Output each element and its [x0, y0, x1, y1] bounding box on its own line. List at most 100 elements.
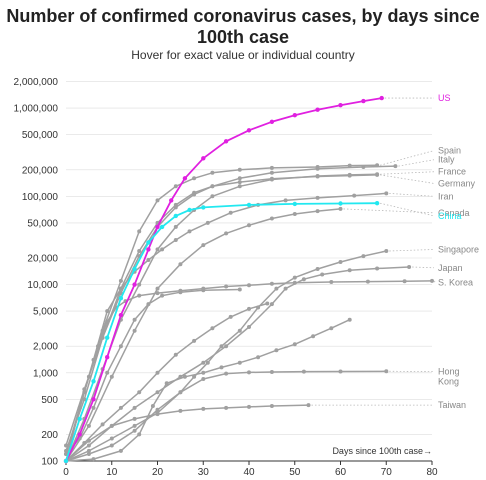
- data-point-unlabeled[interactable]: [137, 432, 142, 437]
- data-point-japan[interactable]: [283, 286, 288, 291]
- data-point-us[interactable]: [361, 98, 366, 104]
- data-point-taiwan[interactable]: [269, 404, 274, 408]
- data-point-s-korea[interactable]: [430, 278, 434, 283]
- data-point-canada[interactable]: [315, 209, 320, 214]
- data-point-singapore[interactable]: [384, 249, 389, 253]
- series-unlabeled[interactable]: [64, 317, 352, 463]
- data-point-china[interactable]: [292, 201, 297, 207]
- data-point-china[interactable]: [118, 296, 124, 301]
- data-point-hong-kong[interactable]: [86, 452, 91, 456]
- data-point-unlabeled[interactable]: [210, 326, 215, 331]
- data-point-singapore[interactable]: [192, 374, 197, 379]
- data-point-singapore[interactable]: [205, 360, 210, 365]
- data-point-hong-kong[interactable]: [301, 369, 306, 374]
- series-singapore[interactable]: [64, 249, 389, 463]
- data-point-iran[interactable]: [146, 258, 151, 262]
- data-point-canada[interactable]: [201, 243, 206, 248]
- data-point-unlabeled[interactable]: [137, 390, 142, 395]
- data-point-china[interactable]: [246, 202, 252, 208]
- data-point-us[interactable]: [169, 198, 174, 203]
- data-point-us[interactable]: [91, 397, 96, 402]
- data-point-canada[interactable]: [269, 216, 274, 221]
- series-line-china[interactable]: [65, 202, 378, 462]
- data-point-singapore[interactable]: [132, 423, 137, 428]
- data-point-spain[interactable]: [347, 163, 352, 168]
- data-point-us[interactable]: [182, 176, 188, 181]
- data-point-iran[interactable]: [187, 229, 192, 234]
- series-taiwan[interactable]: [64, 403, 311, 463]
- data-point-s-korea[interactable]: [155, 291, 160, 296]
- data-point-us[interactable]: [292, 113, 297, 118]
- data-point-unlabeled[interactable]: [192, 338, 197, 343]
- data-point-france[interactable]: [155, 247, 160, 252]
- series-us[interactable]: [63, 95, 384, 464]
- data-point-germany[interactable]: [192, 190, 197, 195]
- series-line-germany[interactable]: [65, 174, 378, 452]
- data-point-germany[interactable]: [210, 184, 215, 189]
- data-point-germany[interactable]: [347, 173, 352, 178]
- data-point-unlabeled[interactable]: [132, 317, 137, 322]
- data-point-s-korea[interactable]: [105, 319, 110, 324]
- data-point-canada[interactable]: [338, 206, 343, 211]
- data-point-japan[interactable]: [155, 390, 160, 395]
- series-layer[interactable]: [63, 95, 434, 464]
- data-point-china[interactable]: [91, 379, 96, 384]
- data-point-unlabeled[interactable]: [91, 457, 96, 462]
- data-point-us[interactable]: [223, 139, 229, 144]
- series-line-unlabeled[interactable]: [65, 319, 351, 462]
- data-point-hong-kong[interactable]: [338, 369, 343, 374]
- data-point-unlabeled[interactable]: [146, 302, 151, 307]
- data-point-taiwan[interactable]: [109, 423, 114, 428]
- data-point-singapore[interactable]: [361, 254, 366, 259]
- data-point-iran[interactable]: [384, 191, 389, 196]
- data-point-unlabeled[interactable]: [182, 374, 187, 379]
- data-point-japan[interactable]: [224, 344, 229, 349]
- data-point-us[interactable]: [132, 282, 137, 287]
- data-point-us[interactable]: [338, 103, 343, 108]
- data-point-unlabeled[interactable]: [247, 306, 251, 311]
- data-point-unlabeled[interactable]: [274, 348, 279, 353]
- data-point-germany[interactable]: [375, 172, 380, 177]
- data-point-hong-kong[interactable]: [384, 369, 389, 374]
- data-point-taiwan[interactable]: [178, 408, 183, 413]
- series-line-japan[interactable]: [65, 266, 410, 462]
- series-unlabeled[interactable]: [64, 301, 270, 464]
- data-point-iran[interactable]: [283, 198, 288, 203]
- data-point-us[interactable]: [77, 432, 82, 437]
- data-point-iran[interactable]: [352, 193, 357, 198]
- data-point-china[interactable]: [105, 335, 110, 340]
- data-point-italy[interactable]: [237, 176, 242, 181]
- data-point-taiwan[interactable]: [247, 404, 251, 409]
- data-point-china[interactable]: [77, 416, 82, 422]
- series-line-unlabeled[interactable]: [65, 302, 268, 462]
- series-hong-kong[interactable]: [64, 369, 389, 463]
- data-point-taiwan[interactable]: [201, 406, 206, 411]
- data-point-japan[interactable]: [86, 443, 91, 448]
- data-point-s-korea[interactable]: [269, 281, 274, 286]
- data-point-china[interactable]: [187, 207, 192, 213]
- data-point-iran[interactable]: [315, 195, 320, 200]
- data-point-canada[interactable]: [292, 212, 297, 216]
- series-unlabeled[interactable]: [64, 287, 242, 457]
- data-point-france[interactable]: [137, 282, 142, 287]
- data-point-singapore[interactable]: [338, 260, 343, 264]
- data-point-china[interactable]: [132, 266, 137, 272]
- data-point-singapore[interactable]: [109, 436, 114, 441]
- data-point-canada[interactable]: [247, 223, 251, 228]
- data-point-taiwan[interactable]: [155, 412, 160, 417]
- data-point-s-korea[interactable]: [329, 280, 334, 284]
- data-point-unlabeled[interactable]: [347, 317, 352, 322]
- data-point-unlabeled[interactable]: [201, 370, 206, 375]
- data-point-singapore[interactable]: [237, 328, 242, 333]
- data-point-spain[interactable]: [118, 278, 123, 283]
- data-point-unlabeled[interactable]: [64, 452, 68, 456]
- data-point-unlabeled[interactable]: [105, 370, 110, 375]
- data-point-hong-kong[interactable]: [201, 377, 206, 381]
- data-point-unlabeled[interactable]: [228, 314, 233, 319]
- data-point-japan[interactable]: [269, 302, 274, 307]
- data-point-unlabeled[interactable]: [237, 360, 242, 365]
- data-point-us[interactable]: [246, 128, 252, 133]
- data-point-s-korea[interactable]: [86, 374, 91, 379]
- data-point-us[interactable]: [379, 95, 384, 101]
- data-point-france[interactable]: [237, 184, 242, 189]
